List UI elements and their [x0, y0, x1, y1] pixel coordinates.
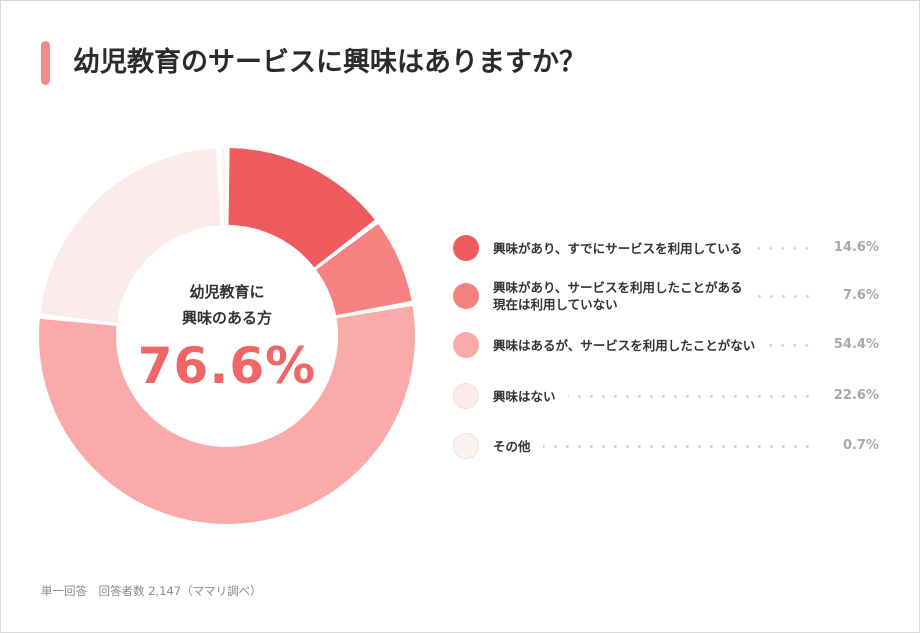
- legend-leader-dots: [567, 395, 813, 398]
- legend-leader-dots: [754, 295, 813, 298]
- legend-item-1: 興味があり、すでにサービスを利用している 14.6%: [453, 223, 883, 273]
- legend-label-5: その他: [493, 421, 793, 471]
- legend-value-2: 7.6%: [842, 288, 879, 303]
- donut-center-caption: 幼児教育に 興味のある方: [117, 279, 337, 331]
- donut-slice-1: [228, 148, 375, 268]
- legend-swatch-2: [453, 283, 479, 309]
- chart-title: 幼児教育のサービスに興味はありますか？: [73, 47, 586, 78]
- donut-slice-3: [38, 305, 415, 525]
- legend-value-5: 0.7%: [842, 438, 879, 453]
- legend-label-3: 興味はあるが、サービスを利用したことがない: [493, 320, 793, 370]
- legend-item-5: その他 0.7%: [453, 421, 883, 471]
- legend-value-4: 22.6%: [833, 388, 879, 403]
- legend-leader-dots: [542, 445, 813, 448]
- legend-label-1: 興味があり、すでにサービスを利用している: [493, 223, 793, 273]
- legend-leader-dots: [754, 247, 813, 250]
- footnote: 単一回答 回答者数 2,147（ママリ調べ）: [41, 584, 262, 598]
- legend-swatch-3: [453, 332, 479, 358]
- legend-value-1: 14.6%: [833, 240, 879, 255]
- donut-center-caption-line2: 興味のある方: [181, 309, 272, 327]
- legend-value-3: 54.4%: [833, 337, 879, 352]
- legend-leader-dots: [767, 344, 813, 347]
- donut-center-caption-line1: 幼児教育に: [189, 283, 265, 301]
- donut-slice-5: [221, 148, 226, 226]
- legend-label-4: 興味はない: [493, 371, 793, 421]
- legend-item-4: 興味はない 22.6%: [453, 371, 883, 421]
- legend-item-2: 興味があり、サービスを利用したことがある 現在は利用していない 7.6%: [453, 271, 883, 321]
- legend-swatch-1: [453, 235, 479, 261]
- legend-label-2: 興味があり、サービスを利用したことがある 現在は利用していない: [493, 271, 793, 321]
- legend-item-3: 興味はあるが、サービスを利用したことがない 54.4%: [453, 320, 883, 370]
- title-accent-bar: [41, 41, 50, 85]
- legend-swatch-4: [453, 383, 479, 409]
- legend-swatch-5: [453, 433, 479, 459]
- donut-slice-4: [40, 148, 221, 323]
- donut-slice-2: [316, 223, 412, 316]
- donut-center-value: 76.6%: [137, 337, 317, 395]
